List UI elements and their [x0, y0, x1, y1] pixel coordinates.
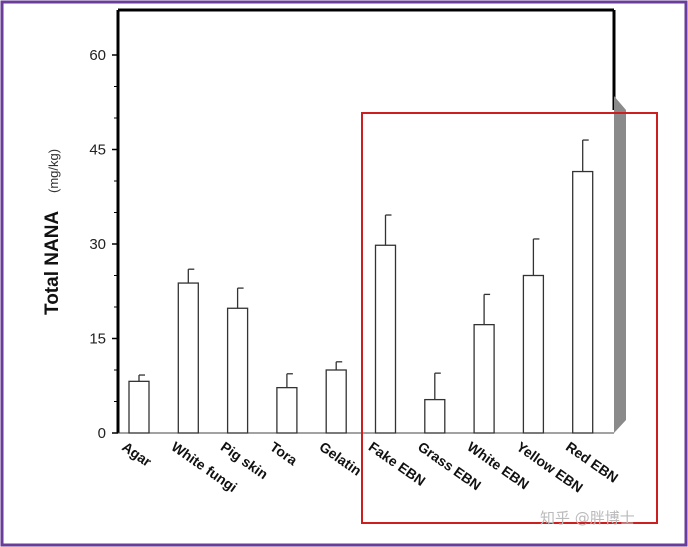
y-tick-label: 15: [89, 331, 106, 348]
x-tick-label: Tora: [267, 438, 300, 468]
bar: [226, 307, 249, 434]
plot-side-shadow: [614, 96, 626, 433]
bar: [325, 369, 347, 434]
bar: [177, 282, 199, 434]
y-axis-label: Total NANA: [42, 211, 63, 315]
y-axis-title: Total NANA (mg/kg): [42, 149, 63, 315]
bar: [424, 398, 446, 434]
y-axis-unit: (mg/kg): [46, 149, 61, 193]
bars: [128, 139, 594, 434]
y-tick-label: 45: [89, 142, 106, 159]
bar: [473, 323, 495, 434]
y-tick-label: 0: [98, 425, 106, 442]
bar: [572, 170, 594, 434]
y-tick-label: 30: [89, 236, 106, 253]
x-tick-label: Gelatin: [316, 438, 364, 478]
bar: [276, 386, 298, 434]
highlight-box: [361, 112, 658, 524]
bar: [374, 244, 397, 434]
bar: [522, 274, 545, 434]
watermark: 知乎 @胖博士: [540, 509, 635, 527]
bar: [128, 380, 150, 434]
x-tick-label: Agar: [119, 438, 155, 470]
y-tick-label: 60: [89, 47, 106, 64]
y-ticks: 0 15 30 45 60: [89, 47, 118, 442]
